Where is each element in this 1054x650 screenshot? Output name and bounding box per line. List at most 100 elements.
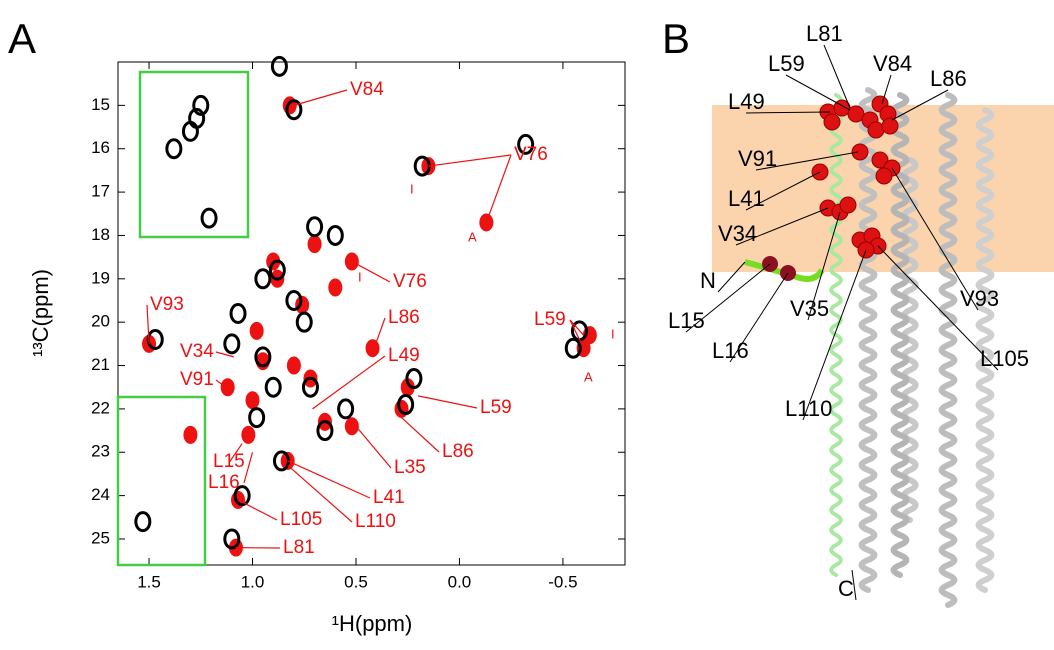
peak	[266, 378, 280, 396]
annotation: I	[611, 326, 615, 341]
annotation-pointer	[244, 452, 253, 483]
residue-label: L86	[930, 66, 967, 91]
annotation: V84	[350, 79, 384, 100]
y-tick-label: 22	[91, 398, 110, 417]
x-tick-label: 1.0	[241, 572, 265, 591]
residue-label: N	[700, 268, 716, 293]
residue-sphere	[868, 122, 884, 138]
y-tick-label: 19	[91, 268, 110, 287]
annotation: I	[358, 269, 362, 284]
annotation: I	[410, 181, 414, 196]
y-tick-label: 23	[91, 442, 110, 461]
label-pointer	[824, 45, 850, 108]
peak	[183, 426, 197, 444]
annotation: L81	[283, 537, 315, 558]
annotation: V76	[514, 144, 548, 165]
peak	[297, 313, 311, 331]
annotation: L59	[534, 309, 566, 330]
residue-sphere	[852, 144, 868, 160]
residue-sphere	[882, 118, 898, 134]
x-tick-label: 0.0	[448, 572, 472, 591]
annotation-pointer	[418, 396, 477, 408]
annotation: L105	[280, 509, 322, 530]
peak	[221, 378, 235, 396]
peak	[272, 57, 286, 75]
peak	[246, 391, 260, 409]
residue-label: V34	[718, 221, 757, 246]
peak	[250, 322, 264, 340]
annotation: L41	[373, 487, 405, 508]
residue-label: L105	[980, 346, 1029, 371]
y-tick-label: 25	[91, 528, 110, 547]
peak	[231, 305, 245, 323]
y-tick-label: 21	[91, 355, 110, 374]
residue-label: V35	[790, 296, 829, 321]
residue-label: L41	[728, 186, 765, 211]
highlight-box	[118, 397, 205, 565]
peak	[308, 218, 322, 236]
annotation: V93	[150, 294, 184, 315]
y-axis-label: ¹³C(ppm)	[28, 269, 53, 357]
peak	[395, 400, 409, 418]
x-axis-label: ¹H(ppm)	[332, 611, 413, 636]
residue-label: L16	[712, 338, 749, 363]
peak	[241, 426, 255, 444]
peak	[225, 335, 239, 353]
y-tick-label: 24	[91, 485, 110, 504]
annotation: A	[584, 369, 593, 384]
y-tick-label: 20	[91, 312, 110, 331]
peak	[308, 235, 322, 253]
annotation: V34	[180, 341, 214, 362]
panel-label: B	[662, 15, 690, 62]
annotation-pointer	[288, 461, 370, 498]
panel-label: A	[8, 15, 36, 62]
residue-sphere	[876, 168, 892, 184]
residue-label: L81	[806, 21, 843, 46]
residue-label: V93	[960, 286, 999, 311]
annotation: L16	[208, 472, 240, 493]
x-tick-label: -0.5	[548, 572, 577, 591]
y-tick-label: 18	[91, 225, 110, 244]
annotation: L59	[480, 397, 512, 418]
residue-label: C	[838, 576, 854, 601]
residue-label: L15	[668, 308, 705, 333]
label-pointer	[786, 75, 850, 110]
annotation: L35	[394, 457, 426, 478]
peak	[328, 278, 342, 296]
peak	[328, 226, 342, 244]
peak	[287, 357, 301, 375]
annotation: L15	[213, 451, 245, 472]
residue-label: L110	[785, 396, 832, 421]
annotation-pointer	[294, 90, 347, 105]
annotation-pointer	[238, 500, 277, 520]
annotation: V76	[393, 271, 427, 292]
residue-label: L59	[768, 51, 805, 76]
residue-sphere	[824, 114, 840, 130]
annotation-pointer	[428, 155, 511, 166]
peak	[366, 339, 380, 357]
peak	[339, 400, 353, 418]
peak	[136, 513, 150, 531]
x-tick-label: 1.5	[137, 572, 161, 591]
peak	[167, 140, 181, 158]
annotation-pointer	[356, 426, 391, 468]
peak	[256, 270, 270, 288]
annotation-pointer	[486, 155, 511, 222]
highlight-box	[140, 72, 248, 237]
annotation: V91	[180, 369, 214, 390]
residue-label: V91	[738, 146, 777, 171]
annotation: A	[468, 229, 477, 244]
annotation: L49	[388, 345, 420, 366]
y-tick-label: 17	[91, 182, 110, 201]
y-tick-label: 15	[91, 95, 110, 114]
annotation: L86	[442, 441, 474, 462]
annotation: L86	[388, 307, 420, 328]
peak	[202, 209, 216, 227]
peak	[250, 409, 264, 427]
residue-sphere	[840, 197, 856, 213]
residue-label: L49	[728, 89, 765, 114]
x-tick-label: 0.5	[344, 572, 368, 591]
